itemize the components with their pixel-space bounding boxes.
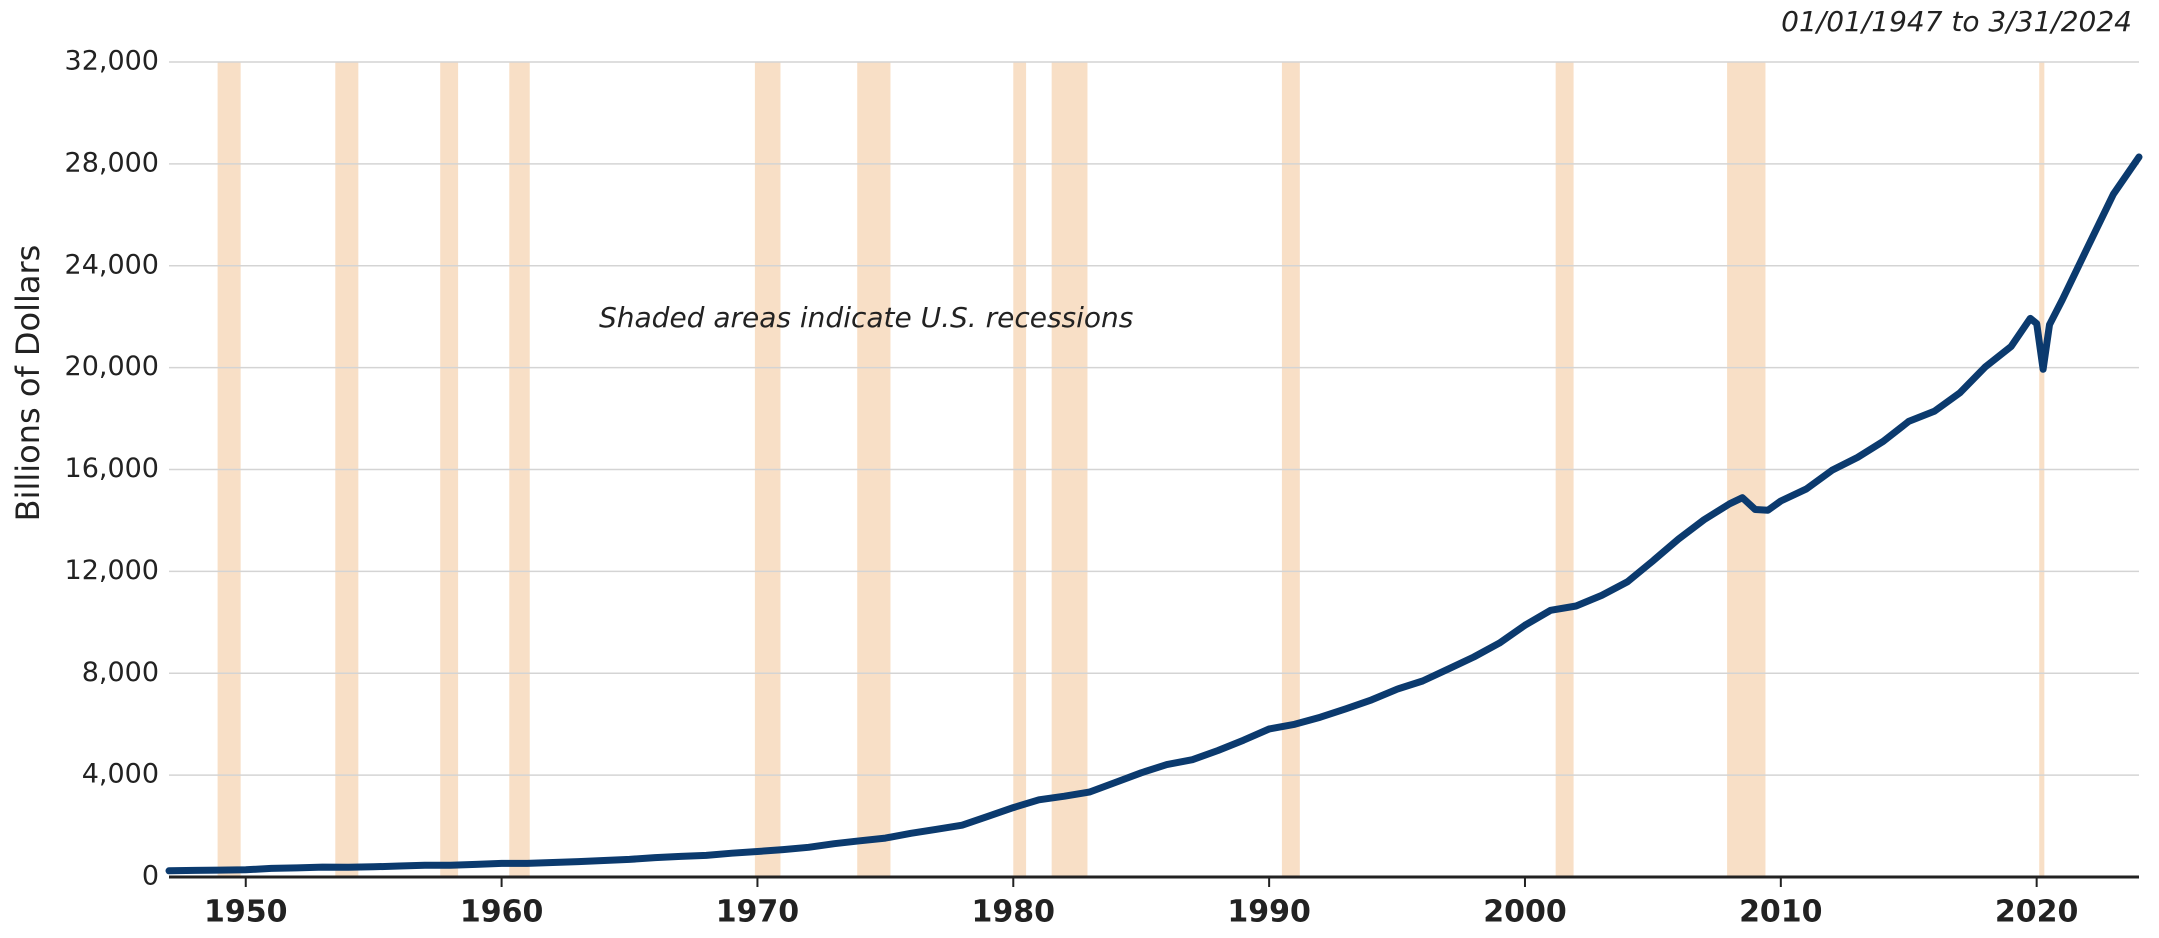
x-tick-label: 2010 [1739,895,1823,930]
y-tick-label: 24,000 [65,249,159,280]
grid [169,61,2139,878]
y-tick-label: 0 [142,861,159,892]
x-tick-label: 2000 [1483,895,1567,930]
x-tick-label: 2020 [1995,895,2079,930]
x-tick-label: 1970 [716,895,800,930]
y-tick-label: 32,000 [65,46,159,77]
y-tick-label: 8,000 [82,657,159,688]
plot [165,153,2143,875]
x-tick-label: 1980 [972,895,1056,930]
y-tick-label: 4,000 [82,759,159,790]
y-tick-label: 28,000 [65,147,159,178]
y-axis-title: Billions of Dollars [9,245,47,522]
y-tick-label: 20,000 [65,351,159,382]
y-tick-label: 12,000 [65,555,159,586]
x-tick-label: 1960 [460,895,544,930]
x-tick-label: 1990 [1227,895,1311,930]
annotation: Shaded areas indicate U.S. recessions [599,301,1133,334]
x-tick-label: 1950 [204,895,288,930]
y-tick-label: 16,000 [65,453,159,484]
data-line [165,153,2143,875]
date-range: 01/01/1947 to 3/31/2024 [1781,5,2132,38]
